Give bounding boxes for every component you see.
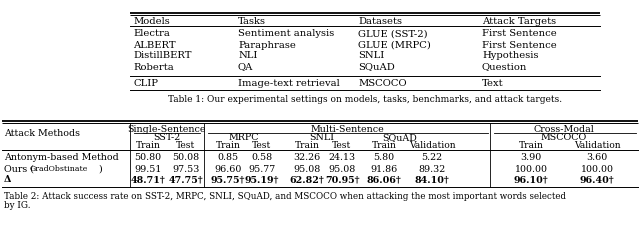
Text: 3.90: 3.90 (520, 154, 541, 162)
Text: 95.08: 95.08 (293, 164, 321, 174)
Text: Cross-Modal: Cross-Modal (534, 124, 595, 133)
Text: GLUE (SST-2): GLUE (SST-2) (358, 30, 428, 38)
Text: Electra: Electra (133, 30, 170, 38)
Text: 48.71†: 48.71† (131, 176, 165, 185)
Text: 70.95†: 70.95† (324, 176, 359, 185)
Text: SQuAD: SQuAD (358, 62, 395, 71)
Text: Train: Train (216, 142, 241, 151)
Text: 96.10†: 96.10† (514, 176, 548, 185)
Text: Validation: Validation (573, 142, 620, 151)
Text: ALBERT: ALBERT (133, 40, 175, 50)
Text: Test: Test (252, 142, 271, 151)
Text: Hypothesis: Hypothesis (482, 52, 538, 61)
Text: Train: Train (136, 142, 161, 151)
Text: MSCOCO: MSCOCO (541, 133, 587, 143)
Text: Paraphrase: Paraphrase (238, 40, 296, 50)
Text: Datasets: Datasets (358, 17, 402, 26)
Text: Train: Train (518, 142, 543, 151)
Text: 95.08: 95.08 (328, 164, 356, 174)
Text: DistillBERT: DistillBERT (133, 52, 191, 61)
Text: Antonym-based Method: Antonym-based Method (4, 154, 119, 162)
Text: GLUE (MRPC): GLUE (MRPC) (358, 40, 431, 50)
Text: Table 2: Attack success rate on SST-2, MRPC, SNLI, SQuAD, and MSCOCO when attack: Table 2: Attack success rate on SST-2, M… (4, 192, 566, 201)
Text: Multi-Sentence: Multi-Sentence (310, 124, 384, 133)
Text: MRPC: MRPC (228, 133, 259, 143)
Text: SQuAD: SQuAD (383, 133, 417, 143)
Text: Δ: Δ (4, 176, 12, 185)
Text: 50.80: 50.80 (134, 154, 161, 162)
Text: Test: Test (177, 142, 196, 151)
Text: 95.19†: 95.19† (245, 176, 279, 185)
Text: Attack Methods: Attack Methods (4, 129, 80, 138)
Text: 0.85: 0.85 (218, 154, 239, 162)
Text: Image-text retrieval: Image-text retrieval (238, 80, 340, 89)
Text: GradObstinate: GradObstinate (30, 165, 88, 173)
Text: SST-2: SST-2 (154, 133, 180, 143)
Text: 3.60: 3.60 (586, 154, 607, 162)
Text: 100.00: 100.00 (515, 164, 547, 174)
Text: MSCOCO: MSCOCO (358, 80, 406, 89)
Text: Attack Targets: Attack Targets (482, 17, 556, 26)
Text: 100.00: 100.00 (580, 164, 614, 174)
Text: 32.26: 32.26 (293, 154, 321, 162)
Text: Tasks: Tasks (238, 17, 266, 26)
Text: Text: Text (482, 80, 504, 89)
Text: Validation: Validation (409, 142, 455, 151)
Text: Single-Sentence: Single-Sentence (128, 124, 206, 133)
Text: First Sentence: First Sentence (482, 40, 557, 50)
Text: SNLI: SNLI (310, 133, 335, 143)
Text: Train: Train (372, 142, 396, 151)
Text: 99.51: 99.51 (134, 164, 162, 174)
Text: 50.08: 50.08 (172, 154, 200, 162)
Text: Roberta: Roberta (133, 62, 173, 71)
Text: Ours (: Ours ( (4, 164, 34, 174)
Text: CLIP: CLIP (133, 80, 158, 89)
Text: Table 1: Our experimental settings on models, tasks, benchmarks, and attack targ: Table 1: Our experimental settings on mo… (168, 95, 562, 104)
Text: SNLI: SNLI (358, 52, 384, 61)
Text: 95.77: 95.77 (248, 164, 276, 174)
Text: Train: Train (294, 142, 319, 151)
Text: by IG.: by IG. (4, 201, 31, 210)
Text: ): ) (98, 164, 102, 174)
Text: 47.75†: 47.75† (169, 176, 204, 185)
Text: 5.22: 5.22 (421, 154, 443, 162)
Text: 89.32: 89.32 (419, 164, 445, 174)
Text: Models: Models (133, 17, 170, 26)
Text: NLI: NLI (238, 52, 257, 61)
Text: 91.86: 91.86 (371, 164, 397, 174)
Text: Sentiment analysis: Sentiment analysis (238, 30, 334, 38)
Text: Question: Question (482, 62, 527, 71)
Text: 95.75†: 95.75† (211, 176, 245, 185)
Text: 86.06†: 86.06† (367, 176, 401, 185)
Text: 96.60: 96.60 (214, 164, 242, 174)
Text: 24.13: 24.13 (328, 154, 356, 162)
Text: Test: Test (332, 142, 351, 151)
Text: 62.82†: 62.82† (290, 176, 324, 185)
Text: 84.10†: 84.10† (415, 176, 449, 185)
Text: 96.40†: 96.40† (580, 176, 614, 185)
Text: First Sentence: First Sentence (482, 30, 557, 38)
Text: QA: QA (238, 62, 253, 71)
Text: 5.80: 5.80 (373, 154, 395, 162)
Text: 0.58: 0.58 (252, 154, 273, 162)
Text: 97.53: 97.53 (172, 164, 200, 174)
